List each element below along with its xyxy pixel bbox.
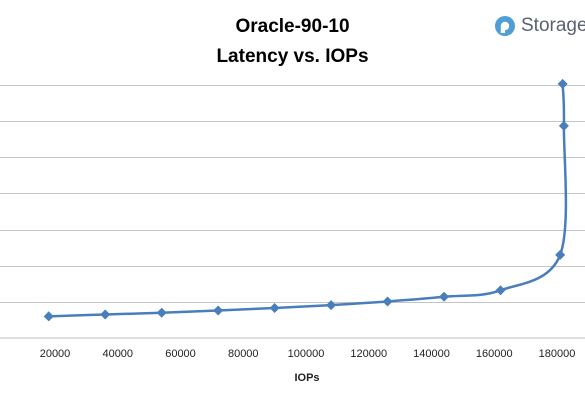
data-point-4 — [213, 305, 224, 316]
data-point-8 — [439, 291, 450, 302]
data-point-3 — [156, 307, 167, 318]
x-tick-label-4: 80000 — [228, 348, 259, 360]
gridlines — [0, 85, 585, 339]
storage-logo: Storage — [494, 13, 585, 39]
series-group — [43, 78, 569, 322]
x-axis-title: IOPs — [294, 372, 319, 384]
x-tick-label-3: 60000 — [165, 348, 196, 360]
x-tick-label-6: 120000 — [350, 348, 387, 360]
x-tick-label-7: 140000 — [413, 348, 450, 360]
x-axis-ticks: 20000 40000 60000 80000 100000 120000 140000 16… — [40, 348, 576, 360]
data-point-10 — [555, 249, 566, 260]
x-tick-label-9: 180000 — [539, 348, 576, 360]
x-tick-label-5: 100000 — [288, 348, 325, 360]
storage-logo-text: Storage — [521, 15, 585, 36]
data-point-1 — [43, 311, 54, 322]
data-point-6 — [326, 300, 337, 311]
data-point-5 — [269, 302, 280, 314]
x-tick-label-2: 40000 — [102, 348, 133, 360]
chart-title: Oracle-90-10 — [235, 16, 350, 37]
data-point-9 — [495, 285, 506, 296]
data-point-11 — [558, 120, 569, 131]
storage-logo-icon — [495, 16, 515, 36]
series-line-1 — [48, 83, 568, 318]
data-point-7 — [382, 296, 393, 307]
data-point-2 — [100, 309, 111, 320]
chart-subtitle: Latency vs. IOPs — [216, 46, 369, 67]
data-point-12 — [557, 78, 568, 89]
x-tick-label-8: 160000 — [476, 348, 513, 360]
x-tick-label-1: 20000 — [40, 348, 71, 360]
